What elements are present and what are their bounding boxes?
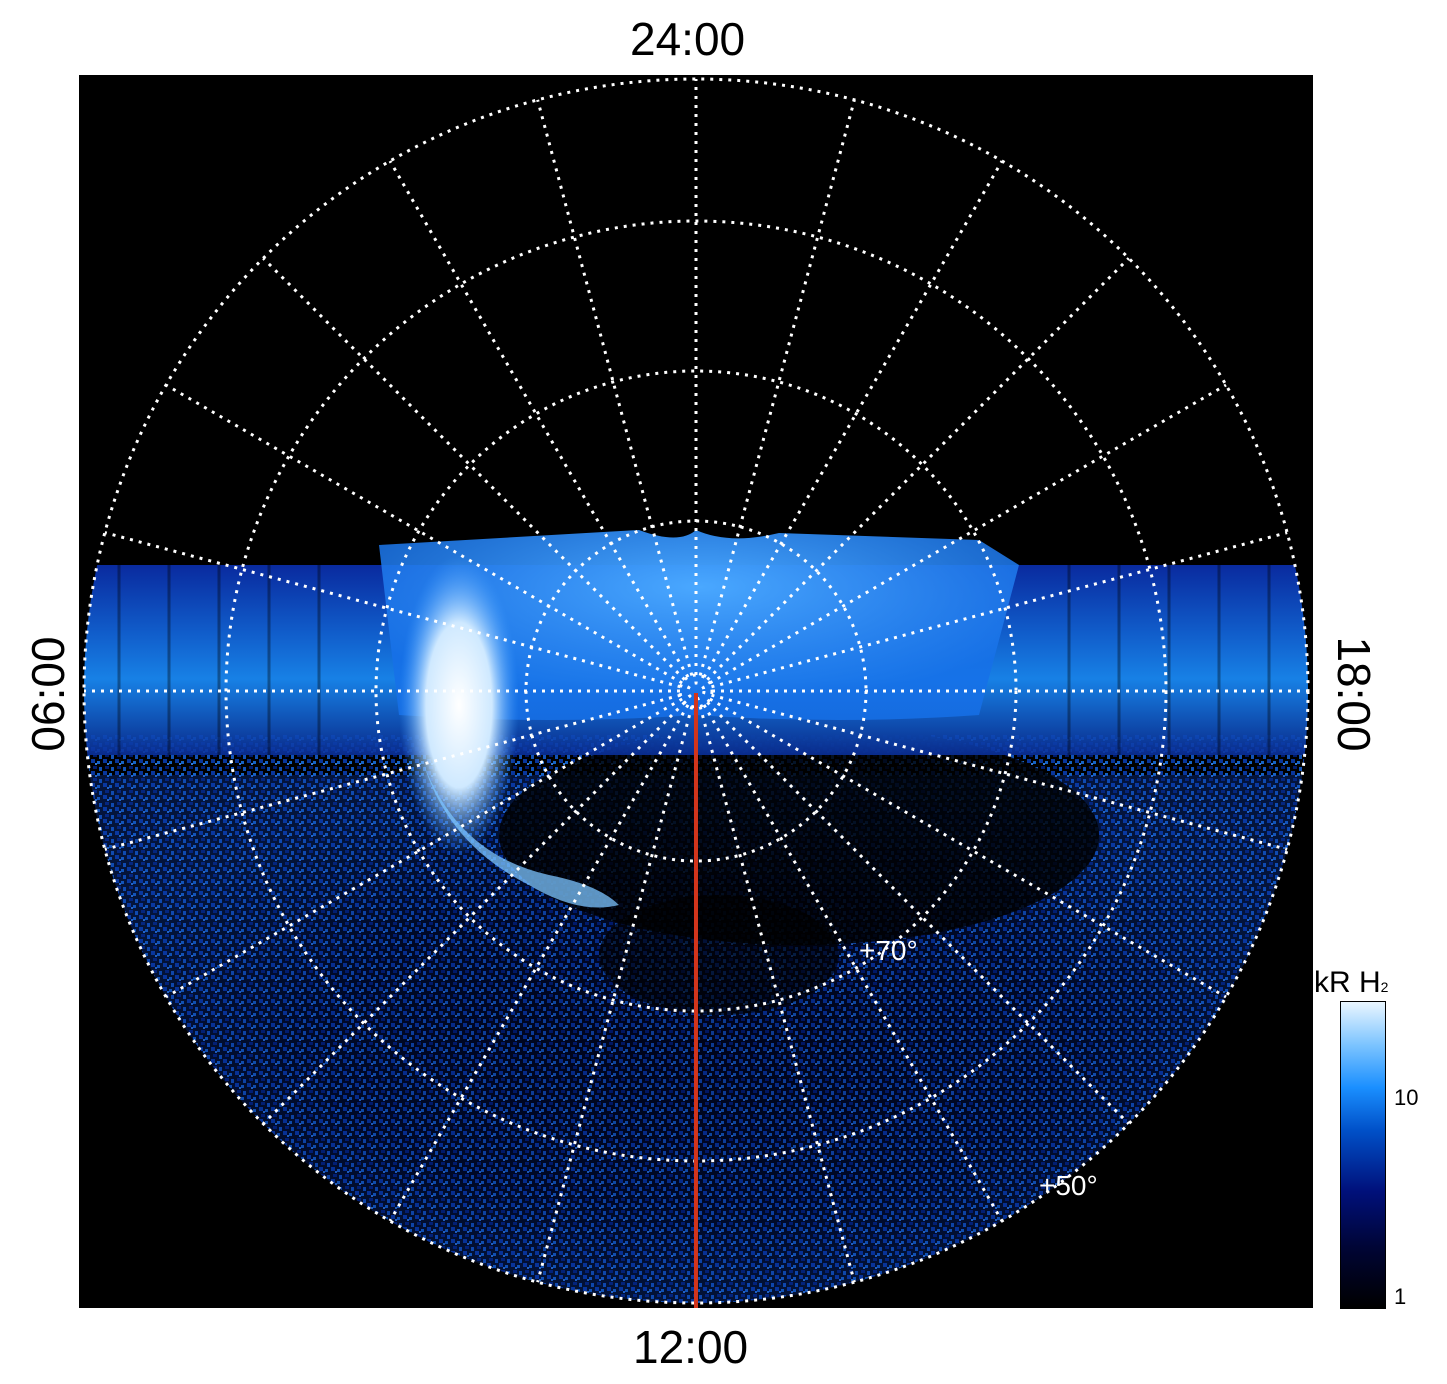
lat-label-70: +70° [859,935,918,966]
polar-projection-svg: +70° +50° [82,77,1310,1308]
meridian-spoke [698,99,856,676]
meridian-spoke [388,704,690,1222]
lat-label-50: +50° [1039,1170,1098,1201]
lt-label-dusk: 18:00 [1328,636,1380,752]
colorbar-title: kR H2 [1314,966,1389,999]
meridian-spoke [709,383,1227,685]
meridian-spoke [711,531,1288,689]
meridian-spoke [388,160,690,678]
polar-projection-plot: +70° +50° [79,75,1313,1308]
meridian-spoke [536,706,694,1283]
meridian-grid [84,79,1308,1303]
meridian-spoke [104,693,681,851]
meridian-spoke [698,706,856,1283]
meridian-spoke [165,697,683,999]
meridian-spoke [262,701,686,1125]
meridian-spoke [262,257,686,681]
meridian-spoke [104,531,681,689]
meridian-spoke [702,704,1004,1222]
colorbar-tick-10: 10 [1394,1085,1419,1110]
colorbar [1340,1001,1386,1309]
meridian-spoke [165,383,683,685]
meridian-spoke [711,693,1288,851]
lt-label-noon: 12:00 [633,1321,749,1373]
lt-label-dawn: 06:00 [22,636,74,752]
colorbar-tick-1: 1 [1394,1284,1407,1309]
meridian-spoke [702,160,1004,678]
meridian-spoke [706,257,1130,681]
meridian-spoke [709,697,1227,999]
lt-label-midnight: 24:00 [630,13,746,65]
meridian-spoke [536,99,694,676]
meridian-spoke [706,701,1130,1125]
